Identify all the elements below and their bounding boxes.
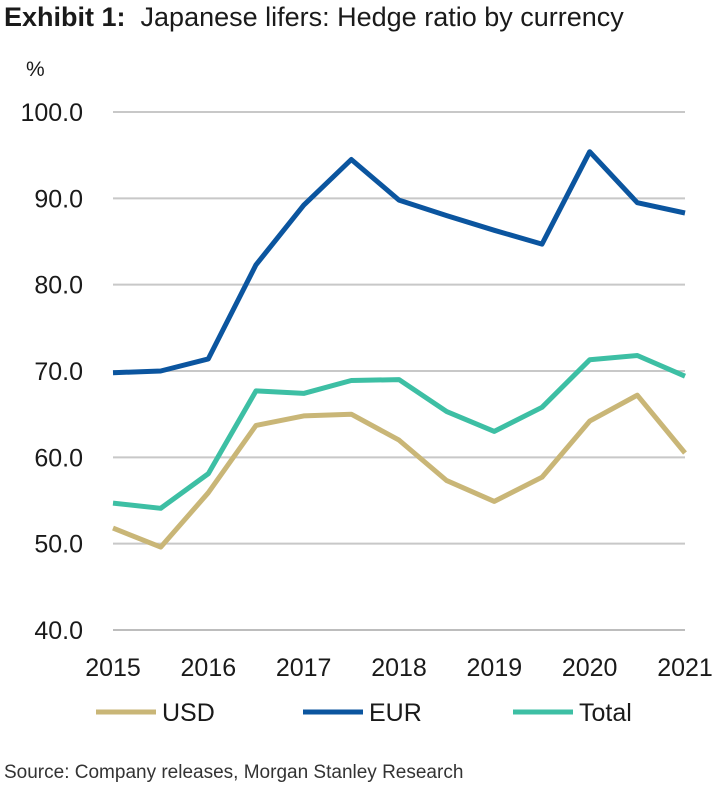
y-tick-label: 90.0 [34, 185, 83, 213]
y-tick-label: 100.0 [20, 99, 83, 127]
x-tick-label: 2017 [276, 654, 332, 682]
series-line-eur [112, 149, 686, 376]
x-tick-label: 2021 [657, 654, 712, 682]
legend-label-total: Total [579, 699, 632, 727]
exhibit-label: Exhibit 1: [4, 2, 126, 32]
series-line-usd [112, 392, 687, 550]
y-tick-label: 70.0 [34, 358, 83, 386]
title-text: Japanese lifers: Hedge ratio by currency [140, 2, 624, 32]
x-tick-label: 2016 [181, 654, 237, 682]
y-tick-label: 80.0 [34, 272, 83, 300]
x-tick-label: 2019 [467, 654, 523, 682]
y-tick-label: 40.0 [34, 617, 83, 645]
series-line-total [112, 353, 686, 511]
y-tick-label: 50.0 [34, 531, 83, 559]
source-note: Source: Company releases, Morgan Stanley… [4, 762, 464, 783]
x-tick-label: 2020 [562, 654, 618, 682]
chart-title: Exhibit 1: Japanese lifers: Hedge ratio … [4, 2, 624, 33]
x-tick-label: 2015 [85, 654, 141, 682]
legend-label-eur: EUR [369, 699, 422, 727]
y-axis-unit: % [26, 58, 45, 81]
legend-label-usd: USD [162, 699, 215, 727]
x-tick-label: 2018 [371, 654, 427, 682]
y-tick-label: 60.0 [34, 444, 83, 472]
